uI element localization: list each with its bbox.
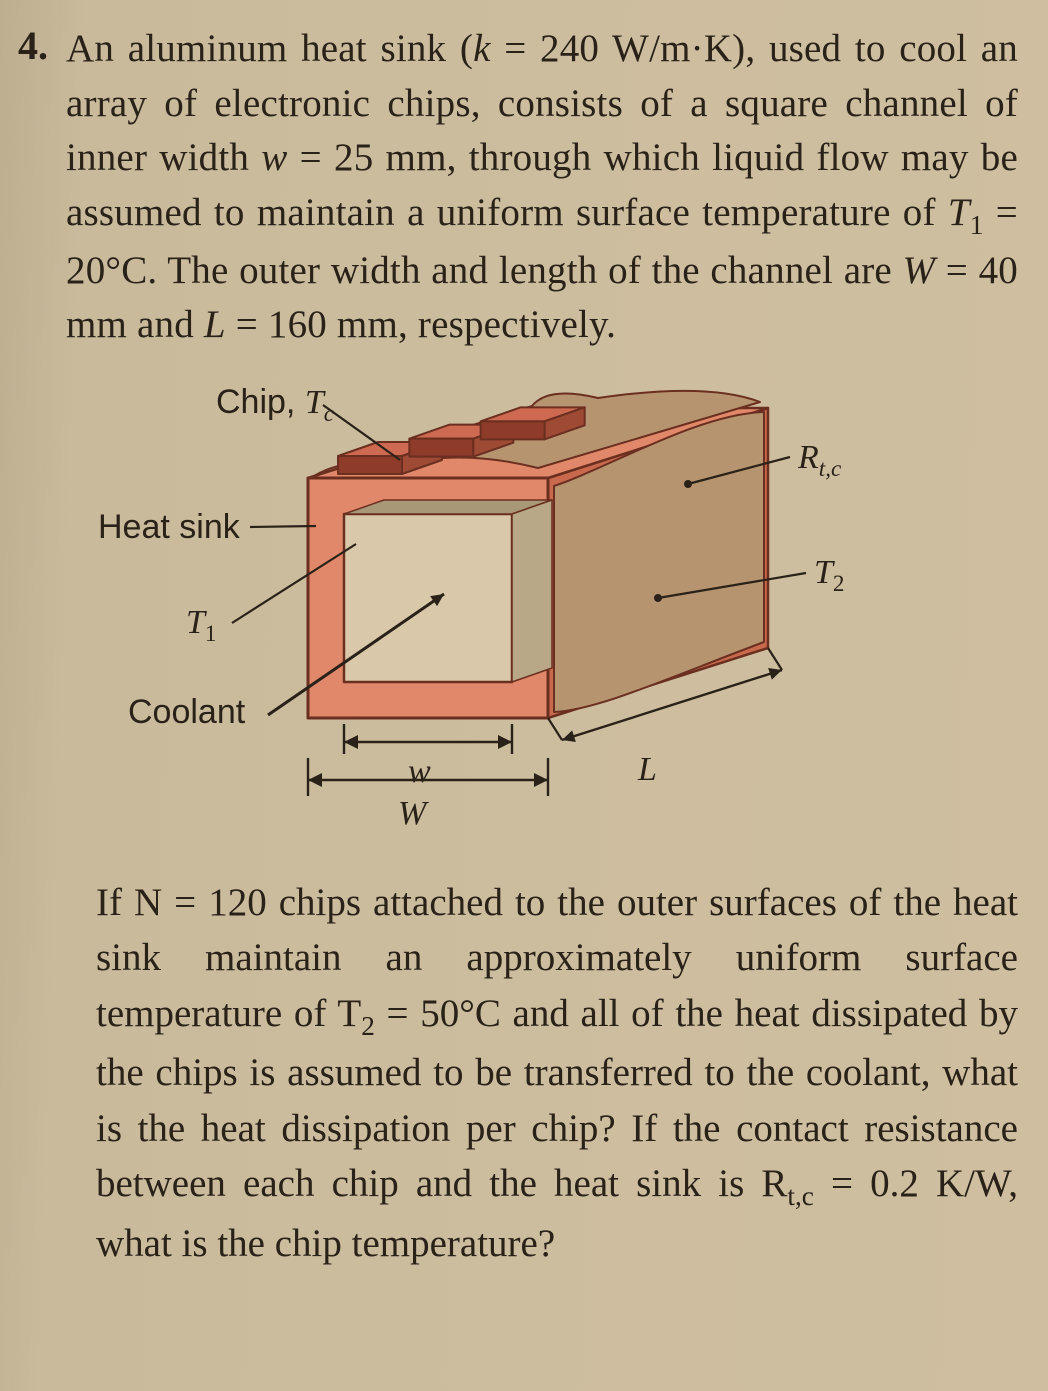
label-T2: T2 [814, 553, 844, 598]
problem-paragraph-1: An aluminum heat sink (k = 240 W/m·K), u… [66, 22, 1018, 353]
label-heat-sink: Heat sink [98, 508, 240, 547]
label-chip: Chip, Tc [216, 383, 334, 428]
label-coolant: Coolant [128, 693, 245, 732]
problem-number: 4. [0, 22, 48, 69]
label-L: L [638, 751, 657, 789]
label-Rtc: Rt,c [798, 438, 841, 483]
label-T1: T1 [186, 603, 216, 648]
page: 4. An aluminum heat sink (k = 240 W/m·K)… [0, 0, 1048, 1391]
figure: Chip, Tc Heat sink T1 Coolant Rt,c T2 w … [98, 383, 958, 843]
problem-paragraph-2: If N = 120 chips attached to the outer s… [96, 875, 1018, 1271]
label-w-small: w [408, 753, 431, 791]
label-W-big: W [398, 795, 426, 833]
